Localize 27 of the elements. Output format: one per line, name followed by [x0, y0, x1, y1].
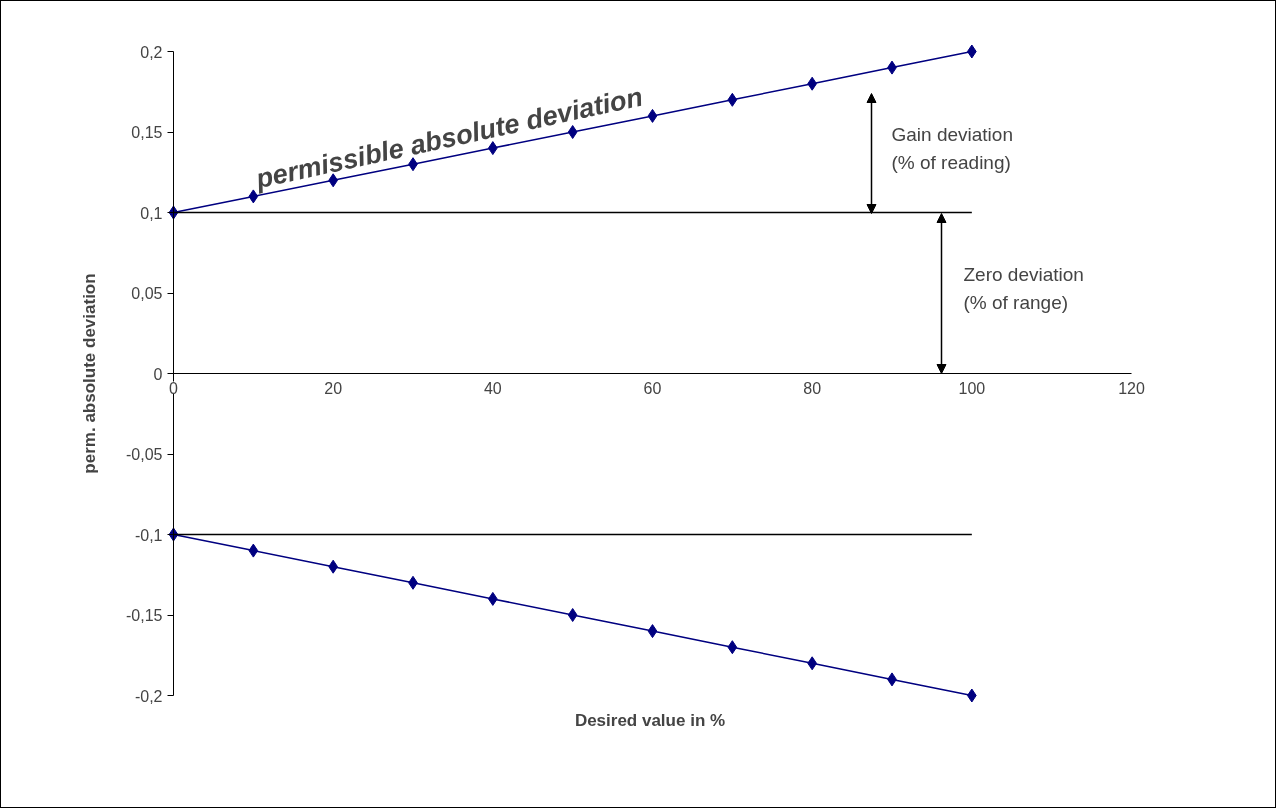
point: [727, 92, 738, 107]
x-tick-label: 0: [169, 379, 179, 397]
y-tick-label: 0,15: [131, 124, 163, 141]
y-tick-label: 0,05: [131, 285, 163, 302]
point: [647, 624, 658, 639]
annotation: Zero deviation (% of range): [963, 263, 1084, 313]
x-tick-label: 20: [324, 379, 343, 397]
y-tick-label: -0,05: [126, 446, 163, 463]
y-axis-title: perm. absolute deviation: [79, 273, 99, 474]
y-tick-label: 0,1: [140, 204, 163, 222]
x-tick-label: 120: [1118, 379, 1145, 397]
point: [647, 108, 658, 123]
point: [248, 543, 259, 558]
point: [727, 640, 738, 655]
annotation: Gain deviation (% of reading): [891, 123, 1013, 173]
y-tick-label: 0: [153, 365, 163, 383]
x-tick-label: 80: [803, 379, 822, 397]
x-tick-label: 60: [643, 379, 662, 397]
x-tick-label: 100: [958, 379, 986, 397]
y-tick-label: -0,2: [134, 687, 163, 705]
y-tick-label: -0,1: [134, 526, 163, 544]
x-axis-title: Desired value in %: [574, 710, 726, 730]
point: [567, 608, 578, 622]
y-tick-label: -0,15: [126, 607, 163, 624]
y-tick-label: 0,2: [140, 43, 163, 61]
x-tick-label: 40: [483, 379, 502, 397]
point: [248, 189, 259, 204]
